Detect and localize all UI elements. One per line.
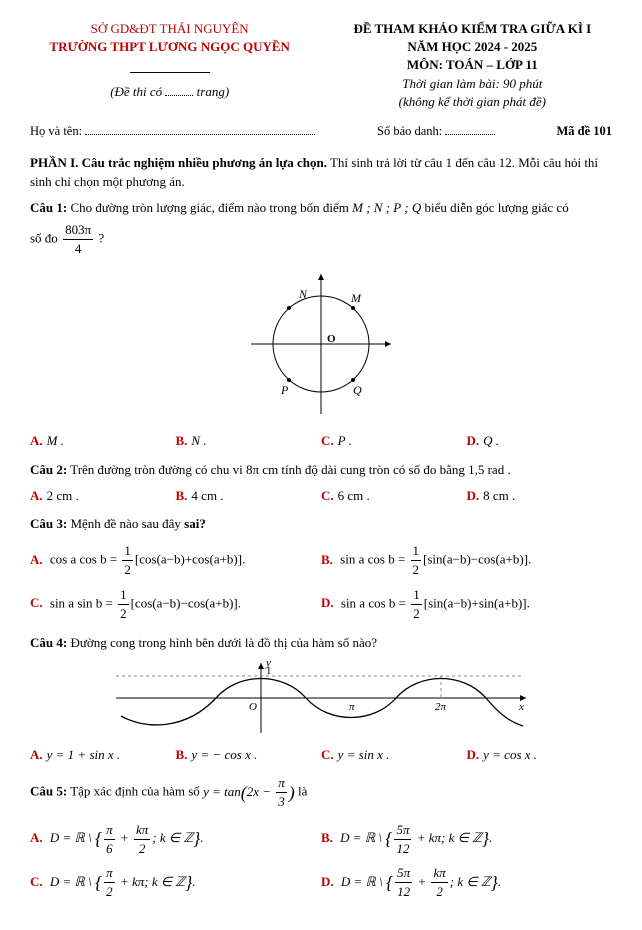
- q4-choice-a: A.y = 1 + sin x .: [30, 744, 176, 766]
- question-1: Câu 1: Cho đường tròn lượng giác, điểm n…: [30, 199, 612, 259]
- svg-text:P: P: [280, 383, 289, 397]
- exam-subject: MÔN: TOÁN – LỚP 11: [333, 56, 612, 74]
- q4-choices: A.y = 1 + sin x . B.y = − cos x . C.y = …: [30, 744, 612, 766]
- q2-choice-b: B.4 cm .: [176, 485, 322, 507]
- exam-time: Thời gian làm bài: 90 phút: [333, 75, 612, 93]
- q3-choice-d: D. sin a cos b = 12[sin(a−b)+sin(a+b)].: [321, 583, 612, 626]
- circle-diagram: N M P Q O: [241, 264, 401, 424]
- svg-text:N: N: [298, 287, 308, 301]
- q2-choice-c: C.6 cm .: [321, 485, 467, 507]
- svg-text:M: M: [350, 291, 362, 305]
- question-3: Câu 3: Mệnh đề nào sau đây sai?: [30, 515, 612, 533]
- q1-choice-a: A.M .: [30, 430, 176, 452]
- q4-choice-b: B.y = − cos x .: [176, 744, 322, 766]
- q4-choice-c: C.y = sin x .: [321, 744, 467, 766]
- question-4: Câu 4: Đường cong trong hình bên dưới là…: [30, 634, 612, 652]
- q4-choice-d: D.y = cos x .: [467, 744, 613, 766]
- svg-text:O: O: [249, 701, 257, 713]
- header-right: ĐỀ THAM KHẢO KIỂM TRA GIỮA KÌ I NĂM HỌC …: [333, 20, 612, 111]
- q1-choice-b: B.N .: [176, 430, 322, 452]
- svg-text:O: O: [327, 333, 336, 345]
- svg-text:y: y: [265, 658, 271, 669]
- svg-text:π: π: [349, 701, 355, 713]
- svg-text:x: x: [518, 701, 524, 713]
- q3-choice-a: A. cos a cos b = 12[cos(a−b)+cos(a+b)].: [30, 539, 321, 582]
- info-row: Họ và tên: Số báo danh: Mã đề 101: [30, 123, 612, 141]
- q2-choice-a: A.2 cm .: [30, 485, 176, 507]
- question-2: Câu 2: Trên đường tròn đường có chu vi 8…: [30, 461, 612, 479]
- q5-choices: A. D = ℝ \ {π6 + kπ2; k ∈ ℤ}. B. D = ℝ \…: [30, 818, 612, 905]
- header: SỞ GD&ĐT THÁI NGUYÊN TRƯỜNG THPT LƯƠNG N…: [30, 20, 612, 111]
- q2-choices: A.2 cm . B.4 cm . C.6 cm . D.8 cm .: [30, 485, 612, 507]
- q3-choice-b: B. sin a cos b = 12[sin(a−b)−cos(a+b)].: [321, 539, 612, 582]
- exam-title: ĐỀ THAM KHẢO KIỂM TRA GIỮA KÌ I: [333, 20, 612, 38]
- q3-choices: A. cos a cos b = 12[cos(a−b)+cos(a+b)]. …: [30, 539, 612, 626]
- q1-choice-c: C.P .: [321, 430, 467, 452]
- q1-fraction: 803π 4: [63, 221, 93, 258]
- header-left: SỞ GD&ĐT THÁI NGUYÊN TRƯỜNG THPT LƯƠNG N…: [30, 20, 309, 111]
- exam-year: NĂM HỌC 2024 - 2025: [333, 38, 612, 56]
- dept-name: SỞ GD&ĐT THÁI NGUYÊN: [30, 20, 309, 38]
- wave-diagram: 1 O π 2π x y: [111, 658, 531, 738]
- q5-choice-d: D. D = ℝ \ {5π12 + kπ2; k ∈ ℤ}.: [321, 861, 612, 904]
- section-1-title: PHẦN I. Câu trắc nghiệm nhiều phương án …: [30, 154, 612, 190]
- exam-time-note: (không kể thời gian phát đề): [333, 93, 612, 111]
- student-id: Số báo danh:: [377, 123, 527, 141]
- svg-text:2π: 2π: [435, 701, 447, 713]
- student-name: Họ và tên:: [30, 123, 377, 141]
- q3-choice-c: C. sin a sin b = 12[cos(a−b)−cos(a+b)].: [30, 583, 321, 626]
- svg-text:Q: Q: [353, 383, 362, 397]
- q5-choice-a: A. D = ℝ \ {π6 + kπ2; k ∈ ℤ}.: [30, 818, 321, 861]
- page-count-note: (Đề thi có trang): [30, 83, 309, 101]
- q1-choice-d: D.Q .: [467, 430, 613, 452]
- school-name: TRƯỜNG THPT LƯƠNG NGỌC QUYỀN: [30, 38, 309, 56]
- q2-choice-d: D.8 cm .: [467, 485, 613, 507]
- q5-choice-c: C. D = ℝ \ {π2 + kπ; k ∈ ℤ}.: [30, 861, 321, 904]
- q5-choice-b: B. D = ℝ \ {5π12 + kπ; k ∈ ℤ}.: [321, 818, 612, 861]
- exam-code: Mã đề 101: [527, 123, 612, 141]
- divider-left: [30, 60, 309, 78]
- question-5: Câu 5: Tập xác định của hàm số y = tan(2…: [30, 774, 612, 811]
- q1-choices: A.M . B.N . C.P . D.Q .: [30, 430, 612, 452]
